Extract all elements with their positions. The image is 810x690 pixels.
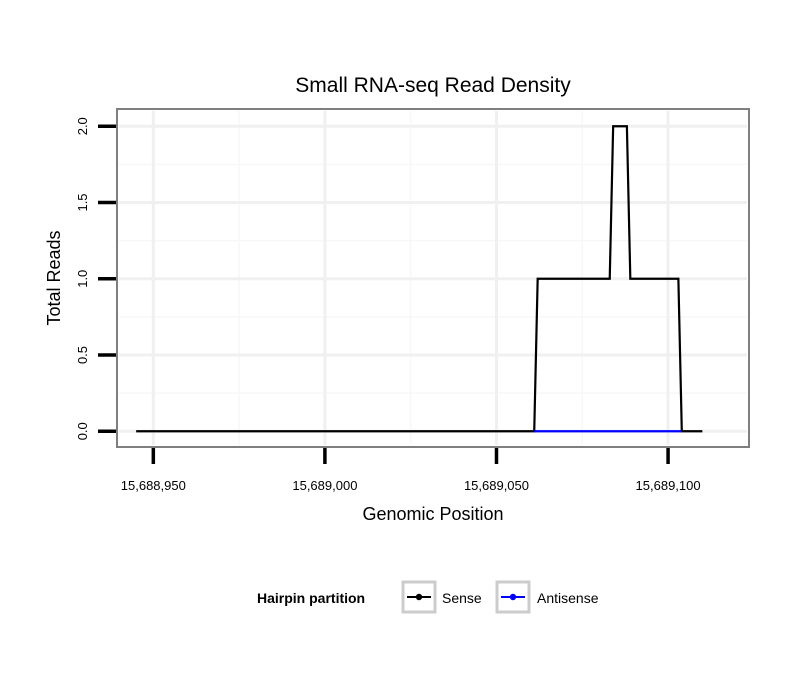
- legend-key-sense-dot: [415, 593, 423, 601]
- series-layer: [136, 125, 703, 433]
- y-axis: 0.0 0.5 1.0 1.5 2.0: [75, 117, 116, 440]
- x-tick-label: 15,688,950: [121, 478, 186, 493]
- y-tick-label: 1.5: [75, 193, 90, 211]
- y-axis-title: Total Reads: [44, 230, 64, 325]
- plot-panel-border: [116, 108, 750, 448]
- legend: Hairpin partition Sense Antisense: [257, 580, 599, 614]
- chart-title: Small RNA-seq Read Density: [295, 74, 571, 97]
- legend-label-antisense: Antisense: [537, 590, 599, 606]
- y-tick-label: 1.0: [75, 270, 90, 288]
- x-tick-label: 15,689,000: [292, 478, 357, 493]
- x-axis-title: Genomic Position: [362, 504, 503, 524]
- y-tick-label: 2.0: [75, 117, 90, 135]
- y-tick-label: 0.5: [75, 346, 90, 364]
- x-tick-label: 15,689,050: [464, 478, 529, 493]
- x-axis: 15,688,950 15,689,000 15,689,050 15,689,100: [121, 448, 701, 493]
- series-line-sense: [136, 125, 703, 433]
- legend-label-sense: Sense: [442, 590, 482, 606]
- legend-title: Hairpin partition: [257, 590, 365, 606]
- x-tick-label: 15,689,100: [636, 478, 701, 493]
- y-tick-label: 0.0: [75, 422, 90, 440]
- legend-key-antisense-dot: [509, 593, 517, 601]
